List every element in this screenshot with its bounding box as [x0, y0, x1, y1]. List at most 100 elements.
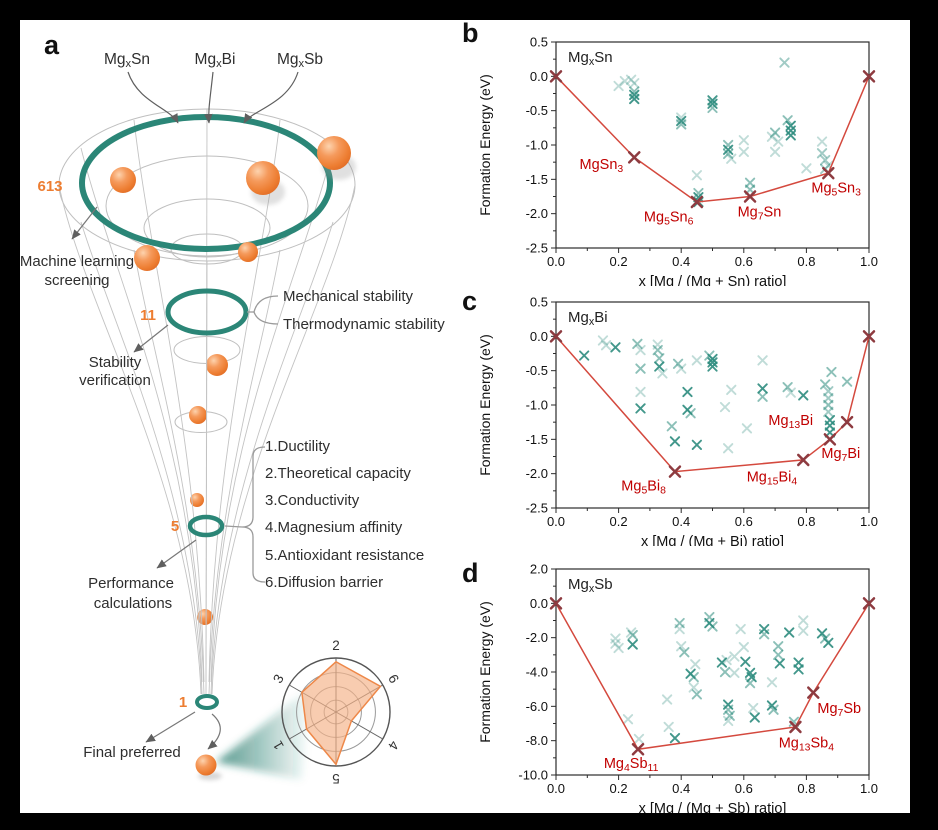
chart-mgxsb: 0.0 0.2 0.4 0.6 0.8 1.0 -10.0 -8.0 -6.0 -4.0 -2.0 0… [477, 562, 878, 814]
scatter-point [823, 406, 834, 418]
y-tick-label: 2.0 [530, 562, 548, 577]
hull-phase-label: Mg7Sn [738, 205, 782, 223]
scatter-point [816, 136, 828, 147]
scatter-point [676, 363, 687, 374]
scatter-point [691, 170, 702, 181]
input-arrows [127, 71, 299, 124]
scatter-point [676, 115, 687, 127]
y-tick-label: -1.5 [526, 172, 548, 187]
scatter-point [579, 350, 590, 361]
caption-ml-2: screening [44, 272, 109, 289]
hull-point-marker [549, 330, 563, 343]
scatter-point [798, 625, 809, 636]
hull-phase-label: MgSn3 [580, 157, 624, 175]
scatter-point [769, 146, 781, 158]
scatter-point [768, 704, 779, 715]
scatter-point [801, 163, 812, 174]
scatter-point [707, 361, 718, 372]
scatter-point [629, 86, 640, 97]
plot: 0.0 0.2 0.4 0.6 0.8 1.0 -2.5 -2.0 -1.5 -1.0 -0.5 0.… [477, 35, 878, 287]
x-axis-title: x [Mg / (Mg + Sb) ratio] [639, 801, 787, 813]
x-axis-title: x [Mg / (Mg + Sn) ratio] [639, 274, 787, 286]
scatter-point [721, 654, 732, 666]
scatter-point [613, 80, 624, 92]
scatter-point [773, 136, 784, 147]
final-sphere [195, 754, 217, 776]
scatter-point [679, 647, 690, 658]
hull-point-marker [862, 597, 876, 610]
x-tick-label: 0.2 [610, 254, 628, 269]
x-tick-label: 0.8 [797, 514, 815, 529]
scatter-point [661, 694, 673, 705]
scatter-point [632, 338, 643, 350]
scatter-point [629, 78, 640, 89]
scatter-point [610, 638, 621, 649]
input-label-mgxsb: MgxSb [277, 51, 323, 70]
criterion-diffusion: 6.Diffusion barrier [265, 574, 383, 591]
scatter-point [688, 672, 699, 683]
scatter-point [613, 642, 624, 654]
hull-phase-label: Mg7Sb [817, 701, 861, 719]
hull-phase-label: Mg7Bi [821, 446, 860, 464]
stage-captions: Machine learning screening Stability ver… [20, 253, 181, 761]
panel-d-letter: d [462, 558, 479, 588]
scatter-point [633, 733, 645, 745]
scatter-point [627, 629, 638, 641]
radar-axis-label: 5 [332, 771, 340, 786]
x-tick-label: 0.6 [735, 781, 753, 796]
stage-arrows [71, 206, 221, 750]
y-tick-label: -1.0 [526, 398, 548, 413]
scatter-point [691, 355, 702, 366]
y-tick-label: -8.0 [526, 733, 548, 748]
y-tick-label: 0.5 [530, 295, 548, 310]
radar-polygon [301, 660, 382, 766]
scatter-point [816, 628, 828, 639]
caption-performance-2: calculations [94, 595, 172, 612]
scatter-point [816, 148, 828, 159]
scatter-point [798, 390, 809, 401]
input-label-mgxsn: MgxSn [104, 51, 150, 70]
scatter-point [723, 443, 734, 454]
scatter-point [674, 623, 685, 635]
caption-stability-1: Stability [89, 354, 142, 371]
scatter-point [719, 401, 731, 413]
caption-stability-2: verification [79, 372, 151, 389]
scatter-point [676, 641, 687, 652]
hull-point-marker [631, 743, 645, 756]
y-tick-label: -1.5 [526, 432, 548, 447]
hull-phase-label: Mg4Sb11 [604, 756, 659, 774]
y-tick-label: -2.0 [526, 466, 548, 481]
scatter-point [669, 436, 681, 447]
scatter-point [619, 75, 631, 87]
y-axis-title: Formation Energy (eV) [477, 334, 493, 476]
scatter-point [723, 704, 734, 715]
scatter-point [652, 344, 663, 356]
scatter-point [707, 621, 718, 632]
scatter-point [669, 732, 681, 744]
scatter-points [613, 57, 834, 208]
plot-title: MgxBi [568, 309, 608, 328]
scatter-point [635, 344, 646, 356]
stability-labels: Mechanical stability Thermodynamic stabi… [283, 288, 445, 333]
scatter-point [597, 335, 609, 346]
scatter-point [693, 187, 704, 199]
radar-axis-label: 3 [270, 672, 287, 686]
scatter-point [769, 127, 781, 138]
scatter-point [779, 57, 790, 68]
x-tick-label: 0.8 [797, 781, 815, 796]
criterion-ductility: 1.Ductility [265, 438, 331, 455]
plot-border [555, 301, 870, 509]
scatter-point [691, 689, 702, 700]
scatter-point [729, 667, 740, 679]
highlight-beam [216, 686, 312, 780]
scatter-point [773, 641, 784, 652]
count-5: 5 [171, 518, 179, 535]
scatter-point [635, 363, 646, 374]
count-1: 1 [179, 694, 187, 711]
y-tick-label: -2.5 [526, 501, 548, 516]
hull-phase-label: Mg13Bi [768, 413, 813, 431]
scatter-point [691, 439, 702, 450]
scatter-point [820, 154, 831, 166]
convex-hull-line [555, 335, 870, 473]
plot-title: MgxSn [568, 49, 613, 68]
